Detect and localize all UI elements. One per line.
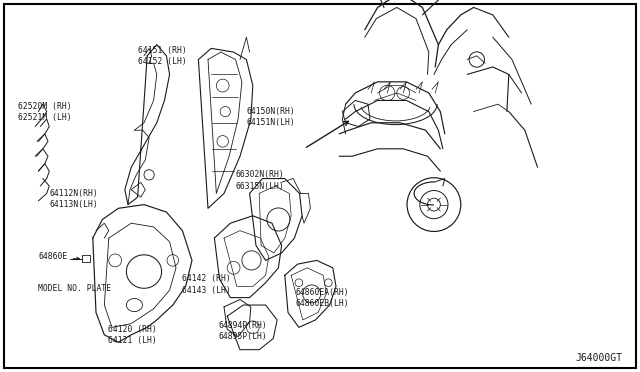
- Text: 64152 (LH): 64152 (LH): [138, 57, 186, 66]
- Text: MODEL NO. PLATE: MODEL NO. PLATE: [38, 284, 111, 293]
- Text: 64860EB(LH): 64860EB(LH): [296, 299, 349, 308]
- Text: 64143 (LH): 64143 (LH): [182, 286, 231, 295]
- Text: 64151 (RH): 64151 (RH): [138, 46, 186, 55]
- Text: 64151N(LH): 64151N(LH): [246, 118, 295, 127]
- Text: 64860EA(RH): 64860EA(RH): [296, 288, 349, 296]
- Text: 64112N(RH): 64112N(RH): [50, 189, 99, 198]
- Text: 64150N(RH): 64150N(RH): [246, 107, 295, 116]
- Text: 64120 (RH): 64120 (RH): [108, 325, 156, 334]
- Text: 66302N(RH): 66302N(RH): [236, 170, 284, 179]
- Text: 64142 (RH): 64142 (RH): [182, 275, 231, 283]
- Text: 62521M (LH): 62521M (LH): [18, 113, 72, 122]
- Text: 64894P(RH): 64894P(RH): [219, 321, 268, 330]
- Text: J64000GT: J64000GT: [575, 353, 622, 363]
- Text: 64860E: 64860E: [38, 252, 68, 261]
- Text: 64113N(LH): 64113N(LH): [50, 200, 99, 209]
- Text: 66315N(LH): 66315N(LH): [236, 182, 284, 190]
- Text: 64895P(LH): 64895P(LH): [219, 332, 268, 341]
- Text: 64121 (LH): 64121 (LH): [108, 336, 156, 345]
- Text: 62520M (RH): 62520M (RH): [18, 102, 72, 110]
